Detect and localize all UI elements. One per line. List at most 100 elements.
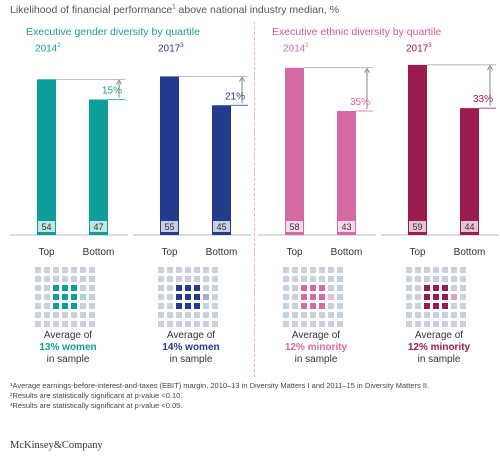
panel-year-label: 20173 [158,43,184,55]
sample-grid-cell [424,303,430,309]
sample-grid-cell [71,285,77,291]
sample-grid-cell [301,312,307,318]
sample-grid-cell [310,285,316,291]
sample-grid-cell [80,303,86,309]
sample-grid-cell [301,294,307,300]
sample-grid-cell [185,294,191,300]
sample-grid-cell [310,312,316,318]
sample-grid-cell [283,294,289,300]
sample-grid-cell [71,303,77,309]
bar-value-bg [213,221,230,232]
avg-highlight: 14% women [162,342,220,353]
category-label-bottom: Bottom [453,247,486,258]
sample-grid-cell [460,276,466,282]
sample-grid-cell [53,321,59,327]
sample-grid-cell [328,285,334,291]
sample-grid-cell [415,312,421,318]
sample-grid-cell [71,321,77,327]
sample-grid-cell [424,294,430,300]
avg-suffix: in sample [417,354,461,365]
sample-grid-cell [203,321,209,327]
sample-grid-cell [451,294,457,300]
sample-grid-cell [292,285,298,291]
sample-grid-cell [319,321,325,327]
sample-grid-cell [292,321,298,327]
panel-year-label: 20173 [406,43,432,55]
sample-grid-cell [433,267,439,273]
avg-highlight: 13% women [39,342,97,353]
bar-top [285,67,304,236]
footnote-3: ³Results are statistically significant a… [10,401,183,410]
sample-grid-cell [176,285,182,291]
sample-grid-cell [319,312,325,318]
section-heading-gender: Executive gender diversity by quartile [26,26,200,38]
sample-grid-cell [433,321,439,327]
panel-year-label: 20142 [283,43,309,55]
sample-grid-cell [460,321,466,327]
sample-grid-cell [406,321,412,327]
sample-grid-cell [319,285,325,291]
bar-bottom [89,99,108,235]
sample-grid-cell [292,294,298,300]
sample-grid-cell [44,303,50,309]
sample-grid-cell [328,294,334,300]
sample-grid-cell [319,294,325,300]
category-label-top: Top [38,247,55,258]
sample-grid-cell [185,285,191,291]
sample-grid-cell [89,321,95,327]
bar-top [408,64,427,235]
sample-grid-cell [424,285,430,291]
sample-grid-cell [35,321,41,327]
sample-grid-cell [451,303,457,309]
sample-grid-cell [158,312,164,318]
sample-grid-cell [194,312,200,318]
bar-top-value: 55 [164,222,174,232]
sample-grid-cell [406,312,412,318]
sample-grid-cell [158,294,164,300]
sample-grid-cell [158,303,164,309]
arrow-head [239,76,245,82]
sample-grid-cell [424,312,430,318]
sample-grid-cell [176,276,182,282]
sample-grid-cell [337,312,343,318]
sample-grid-cell [53,276,59,282]
avg-prefix: Average of [414,330,464,341]
sample-grid-cell [71,294,77,300]
sample-grid-cell [451,285,457,291]
sample-grid-cell [319,276,325,282]
sample-grid-cell [194,285,200,291]
sample-grid-cell [460,267,466,273]
sample-grid-cell [62,285,68,291]
sample-grid-cell [310,294,316,300]
bar-top-value: 54 [41,222,51,232]
sample-grid-cell [185,312,191,318]
arrow-head [364,68,370,73]
sample-grid-cell [203,276,209,282]
bar-value-bg [38,221,55,232]
sample-grid-cell [406,285,412,291]
sample-grid-cell [71,267,77,273]
sample-grid-cell [53,267,59,273]
sample-grid-cell [89,312,95,318]
sample-grid-cell [460,294,466,300]
sample-grid-cell [158,267,164,273]
category-label-bottom: Bottom [205,247,238,258]
sample-grid-cell [301,276,307,282]
bar-bottom-value: 43 [341,222,351,232]
sample-grid-cell [433,303,439,309]
sample-grid-cell [212,321,218,327]
sample-grid-cell [328,276,334,282]
sample-grid-cell [176,303,182,309]
sample-grid-cell [310,276,316,282]
sample-grid-cell [442,312,448,318]
sample-grid-cell [89,276,95,282]
sample-grid-cell [442,303,448,309]
sample-grid-cell [158,276,164,282]
sample-grid-cell [80,321,86,327]
bar-bottom-value: 45 [216,222,226,232]
category-label-top: Top [286,247,303,258]
sample-grid-cell [62,294,68,300]
sample-grid-cell [71,312,77,318]
bar-value-bg [161,221,178,232]
sample-grid-cell [44,312,50,318]
